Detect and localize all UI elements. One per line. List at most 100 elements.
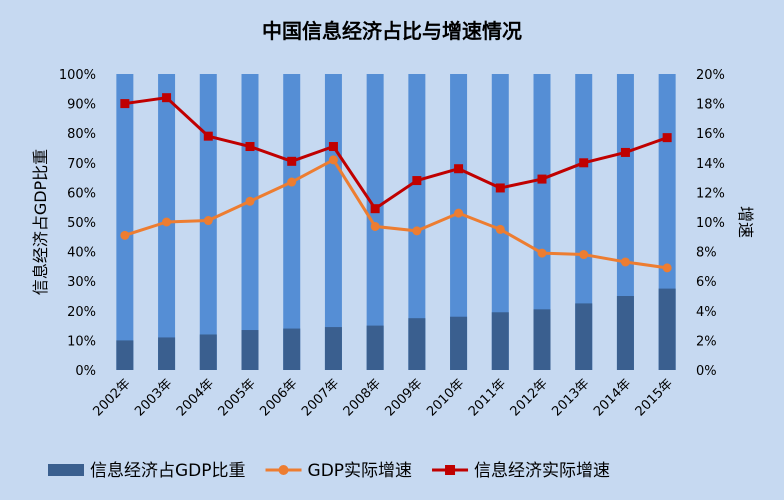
y2-tick-label: 18%: [696, 98, 725, 113]
series-0-point-1: [162, 217, 172, 227]
y2-axis-title: 增速: [736, 206, 755, 238]
y2-tick-label: 16%: [696, 127, 725, 142]
bar-background-8: [450, 74, 468, 370]
bar-background-4: [283, 74, 301, 370]
legend-label-2: 信息经济实际增速: [474, 461, 610, 481]
y-tick-label: 50%: [67, 216, 96, 231]
series-0-point-0: [120, 230, 130, 240]
series-1-point-1: [162, 93, 172, 103]
y2-tick-label: 10%: [696, 216, 725, 231]
x-tick-label: 2006年: [257, 376, 300, 419]
x-tick-label: 2013年: [549, 376, 592, 419]
x-tick-label: 2010年: [424, 376, 467, 419]
legend-marker-2: [445, 465, 456, 475]
y-tick-label: 100%: [59, 68, 96, 83]
series-0-point-5: [328, 155, 338, 165]
series-0-point-11: [579, 250, 589, 260]
bar-share-0: [116, 340, 134, 370]
bar-share-8: [450, 316, 468, 370]
bar-background-5: [324, 74, 342, 370]
bar-background-11: [575, 74, 593, 370]
series-0-point-10: [537, 248, 547, 258]
bar-share-1: [158, 337, 176, 370]
y-tick-label: 30%: [67, 275, 96, 290]
bar-background-10: [533, 74, 551, 370]
x-tick-label: 2003年: [132, 376, 175, 419]
legend-marker-1: [278, 465, 289, 475]
y-tick-label: 70%: [67, 157, 96, 172]
x-tick-label: 2015年: [633, 376, 676, 419]
y-tick-label: 10%: [67, 334, 96, 349]
chart-title: 中国信息经济占比与增速情况: [262, 19, 522, 43]
bar-share-9: [491, 312, 509, 370]
series-1-point-6: [370, 204, 380, 214]
series-1-point-10: [537, 174, 547, 184]
series-0-point-2: [203, 216, 213, 226]
series-1-point-3: [245, 142, 255, 152]
x-tick-label: 2007年: [299, 376, 342, 419]
y-tick-label: 90%: [67, 98, 96, 113]
series-0-point-8: [454, 208, 464, 218]
bar-share-7: [408, 318, 426, 370]
y-axis-title: 信息经济占GDP比重: [31, 149, 50, 295]
y-tick-label: 0%: [75, 364, 96, 379]
y2-axis-ticks: 0% 2% 4% 6% 8% 10% 12% 14% 16% 18% 20%: [696, 68, 725, 379]
series-1-point-7: [412, 176, 422, 186]
x-tick-label: 2012年: [508, 376, 551, 419]
y2-tick-label: 0%: [696, 364, 717, 379]
series-0-point-6: [370, 221, 380, 231]
bar-background-0: [116, 74, 134, 370]
x-tick-label: 2008年: [341, 376, 384, 419]
series-1-point-0: [120, 99, 130, 109]
series-line-0: [124, 158, 668, 270]
y-tick-label: 80%: [67, 127, 96, 142]
x-tick-label: 2014年: [591, 376, 634, 419]
bar-share-4: [283, 328, 301, 370]
series-line-1: [124, 96, 668, 211]
legend: 信息经济占GDP比重 GDP实际增速 信息经济实际增速: [48, 461, 610, 481]
y2-tick-label: 12%: [696, 186, 725, 201]
x-tick-label: 2009年: [382, 376, 425, 419]
series-1-point-9: [495, 183, 505, 193]
series-0-point-4: [287, 177, 297, 187]
y2-tick-label: 8%: [696, 246, 717, 261]
bar-share-11: [575, 303, 593, 370]
line-layer: [120, 93, 672, 273]
y2-tick-label: 14%: [696, 157, 725, 172]
legend-label-1: GDP实际增速: [308, 461, 413, 481]
series-0-point-9: [495, 224, 505, 234]
x-axis-ticks: 2002年2003年2004年2005年2006年2007年2008年2009年…: [90, 376, 675, 419]
y2-tick-label: 6%: [696, 275, 717, 290]
series-1-point-2: [203, 131, 213, 141]
series-1-point-4: [287, 156, 297, 166]
series-0-point-3: [245, 196, 255, 206]
bar-share-2: [199, 334, 217, 370]
y-tick-label: 40%: [67, 246, 96, 261]
series-0-point-13: [662, 263, 672, 273]
bar-share-5: [324, 327, 342, 370]
bar-share-12: [616, 296, 634, 370]
bar-background-3: [241, 74, 259, 370]
x-tick-label: 2005年: [216, 376, 259, 419]
y2-tick-label: 4%: [696, 305, 717, 320]
y-tick-label: 60%: [67, 186, 96, 201]
y-tick-label: 20%: [67, 305, 96, 320]
x-tick-label: 2002年: [90, 376, 133, 419]
series-1-point-11: [579, 158, 589, 168]
y-axis-ticks: 0% 10% 20% 30% 40% 50% 60% 70% 80% 90% 100%: [59, 68, 96, 379]
x-tick-label: 2004年: [174, 376, 217, 419]
series-0-point-7: [412, 226, 422, 236]
bar-share-6: [366, 325, 384, 370]
series-1-point-13: [662, 133, 672, 143]
series-1-point-8: [454, 164, 464, 174]
series-1-point-5: [328, 142, 338, 152]
legend-label-0: 信息经济占GDP比重: [90, 461, 246, 481]
series-0-point-12: [620, 257, 630, 267]
bar-background-7: [408, 74, 426, 370]
y2-tick-label: 2%: [696, 334, 717, 349]
x-tick-label: 2011年: [466, 376, 509, 419]
series-1-point-12: [620, 147, 630, 157]
bar-share-3: [241, 330, 259, 370]
